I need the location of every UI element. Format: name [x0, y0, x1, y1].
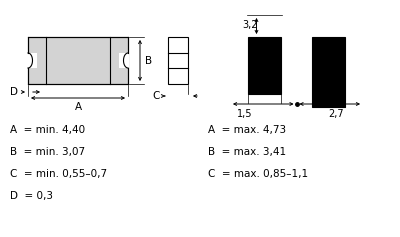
Text: C  = min. 0,55–0,7: C = min. 0,55–0,7 [10, 169, 107, 179]
Text: 3,2: 3,2 [243, 20, 258, 30]
Text: C  = max. 0,85–1,1: C = max. 0,85–1,1 [208, 169, 308, 179]
Text: A: A [74, 102, 82, 112]
Bar [119, 53, 129, 68]
Text: D  = 0,3: D = 0,3 [10, 191, 53, 201]
Bar [168, 37, 188, 84]
Text: B: B [145, 55, 152, 65]
Bar [27, 53, 37, 68]
Bar [28, 37, 128, 84]
Text: B  = max. 3,41: B = max. 3,41 [208, 147, 286, 157]
Text: 2,7: 2,7 [329, 109, 344, 119]
Text: C: C [152, 91, 160, 101]
Bar [312, 37, 345, 107]
Text: 1,5: 1,5 [237, 109, 253, 119]
Text: B  = min. 3,07: B = min. 3,07 [10, 147, 85, 157]
Text: A  = max. 4,73: A = max. 4,73 [208, 125, 286, 135]
Text: D: D [10, 87, 18, 97]
Bar [248, 37, 281, 94]
Text: A  = min. 4,40: A = min. 4,40 [10, 125, 85, 135]
